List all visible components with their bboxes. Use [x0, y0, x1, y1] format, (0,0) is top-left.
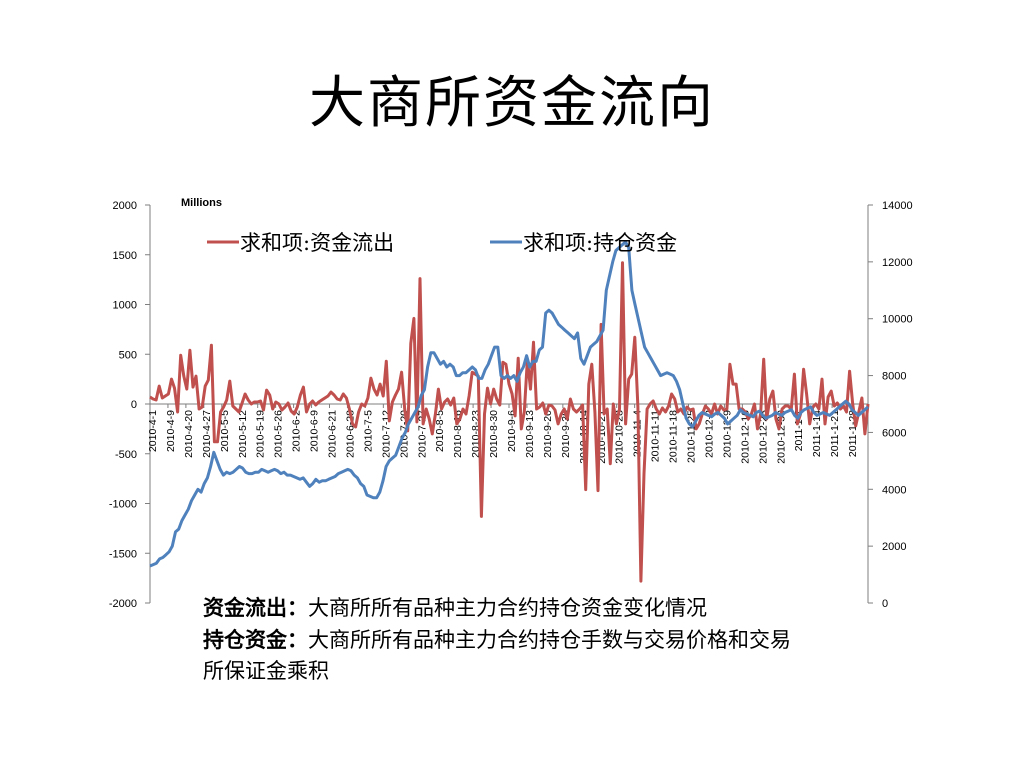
note-outflow-term: 资金流出： [203, 595, 308, 620]
x-tick-label: 2010-11-11 [650, 410, 662, 462]
x-tick-label: 2010-5-19 [255, 410, 267, 458]
x-tick-label: 2010-9-20 [542, 410, 554, 458]
series-outflow-line [149, 261, 870, 583]
x-tick-label: 2010-4-20 [183, 410, 195, 458]
x-tick-label: 2010-12-16 [739, 410, 751, 464]
x-tick-label: 2010-5-12 [237, 410, 249, 458]
right-tick-label: 4000 [882, 484, 906, 496]
x-tick-label: 2010-12-23 [757, 410, 769, 464]
note-holding-term: 持仓资金： [203, 627, 308, 652]
chart-legend: 求和项:资金流出 求和项:持仓资金 [207, 231, 677, 255]
left-tick-label: 500 [119, 349, 137, 361]
x-tick-label: 2011-1-21 [829, 410, 841, 457]
x-tick-label: 2010-4-27 [201, 410, 213, 458]
x-tick-label: 2010-8-5 [434, 410, 446, 452]
x-tick-label: 2010-11-18 [668, 410, 680, 463]
note-outflow: 资金流出：大商所所有品种主力合约持仓资金变化情况 [203, 592, 803, 624]
right-tick-label: 8000 [882, 371, 906, 383]
left-tick-label: 0 [131, 399, 137, 411]
right-tick-label: 12000 [882, 257, 913, 269]
x-tick-label: 2010-7-5 [362, 410, 374, 452]
x-tick-label: 2010-6-21 [327, 410, 339, 458]
left-tick-label: -1500 [109, 548, 137, 560]
left-tick-label: 2000 [113, 200, 137, 212]
x-tick-label: 2010-6-2 [291, 410, 303, 452]
right-tick-label: 10000 [882, 314, 913, 326]
right-tick-label: 0 [882, 598, 888, 610]
x-tick-label: 2010-6-9 [309, 410, 321, 452]
x-tick-label: 2010-9-13 [524, 410, 536, 458]
x-tick-label: 2010-5-5 [219, 410, 231, 452]
x-tick-label: 2010-8-30 [488, 410, 500, 458]
note-holding-text: 大商所所有品种主力合约持仓手数与交易价格和交易所保证金乘积 [203, 628, 791, 683]
right-tick-label: 6000 [882, 427, 906, 439]
legend-label-outflow: 求和项:资金流出 [240, 231, 394, 255]
chart-series [149, 240, 870, 583]
left-tick-label: 1500 [113, 250, 137, 262]
x-tick-label: 2011-1-14 [811, 410, 823, 457]
left-tick-label: 1000 [113, 300, 137, 312]
left-tick-label: -1000 [109, 499, 137, 511]
note-outflow-text: 大商所所有品种主力合约持仓资金变化情况 [308, 596, 707, 620]
slide-title: 大商所资金流向 [309, 71, 715, 136]
x-tick-label: 2010-7-27 [416, 410, 428, 458]
right-tick-label: 2000 [882, 541, 906, 553]
notes-box: 资金流出：大商所所有品种主力合约持仓资金变化情况 持仓资金：大商所所有品种主力合… [203, 592, 803, 688]
x-tick-label: 2010-4-1 [147, 410, 159, 452]
series-holding-line [149, 240, 870, 568]
right-tick-label: 14000 [882, 200, 913, 212]
x-tick-label: 2010-12-2 [703, 410, 715, 458]
left-tick-label: -2000 [109, 598, 137, 610]
x-tick-label: 2010-9-6 [506, 410, 518, 452]
units-label: Millions [181, 197, 222, 209]
x-tick-label: 2010-5-26 [273, 410, 285, 458]
x-tick-label: 2010-9-30 [560, 410, 572, 458]
note-holding: 持仓资金：大商所所有品种主力合约持仓手数与交易价格和交易所保证金乘积 [203, 624, 803, 687]
x-tick-label: 2010-4-9 [165, 410, 177, 452]
left-tick-label: -500 [115, 449, 137, 461]
x-tick-label: 2010-8-16 [452, 410, 464, 458]
legend-label-holding: 求和项:持仓资金 [523, 231, 677, 255]
